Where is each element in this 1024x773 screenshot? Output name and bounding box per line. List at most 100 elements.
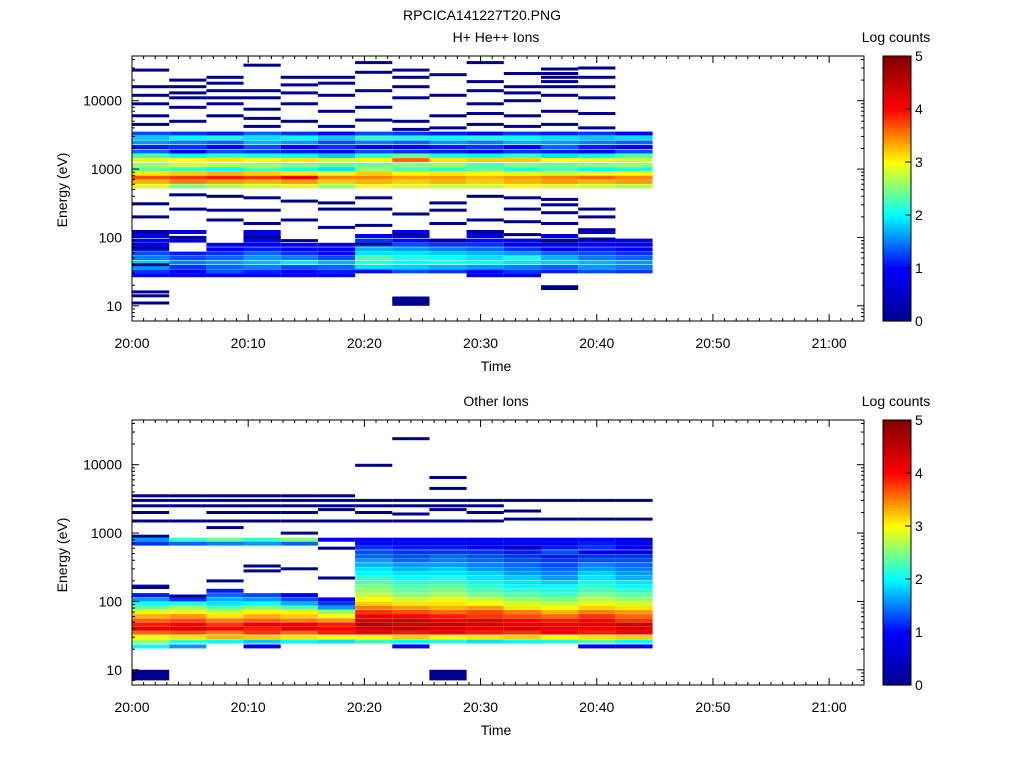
heatmap-cell [578,588,616,593]
heatmap-cell [578,576,616,580]
heatmap-cell [132,498,170,502]
colorbar-segment [883,597,911,601]
heatmap-cell [243,537,281,542]
heatmap-cell [503,593,541,598]
heatmap-cell [392,154,430,158]
colorbar-segment [883,159,911,163]
heatmap-cell [392,136,430,140]
heatmap-cell [578,145,616,149]
colorbar-segment [883,666,911,670]
heatmap-cell [615,498,653,502]
heatmap-cell [280,242,318,247]
heatmap-cell [392,567,430,572]
colorbar-segment [883,71,911,76]
heatmap-cell [392,635,430,640]
heatmap-cell [132,622,170,627]
heatmap-cell [317,93,356,97]
heatmap-cell [355,238,393,243]
heatmap-cell [429,639,467,644]
heatmap-cell [243,635,281,640]
heatmap-cell [466,558,504,563]
heatmap-cell [578,265,616,269]
heatmap-cell [280,260,318,265]
heatmap-cell [429,476,467,479]
colorbar-segment [883,486,911,490]
colorbar-segment [883,531,911,535]
heatmap-cell [429,576,467,580]
heatmap-cell [243,162,281,167]
heatmap-cell [466,260,504,265]
colorbar-segment [883,313,911,317]
heatmap-cell [429,222,467,225]
heatmap-cell [578,238,616,243]
heatmap-cell [615,550,653,555]
heatmap-cell [503,131,541,136]
colorbar-segment [883,79,911,84]
heatmap-cell [280,597,318,602]
heatmap-cell [503,114,541,118]
colorbar-segment [883,302,911,306]
heatmap-cell [317,597,356,602]
heatmap-cell [132,263,170,267]
heatmap-cell [132,541,170,546]
colorbar-segment [883,148,911,152]
heatmap-cell [280,91,318,95]
heatmap-cell [578,622,616,627]
heatmap-cell [466,605,504,610]
heatmap-cell [615,644,653,649]
x-tick-label: 20:00 [114,335,149,351]
heatmap-cell [317,175,356,180]
colorbar-segment [883,185,911,190]
heatmap-cell [615,567,653,572]
heatmap-cell [392,626,430,631]
heatmap-cell [243,564,281,568]
heatmap-cell [429,550,467,555]
colorbar-segment [883,661,911,665]
heatmap-cell [317,140,356,145]
heatmap-cell [132,597,170,602]
colorbar-segment [883,568,911,572]
heatmap-cell [429,669,467,681]
heatmap-cell [429,239,467,243]
heatmap-cell [541,167,579,172]
heatmap-cell [243,171,281,176]
heatmap-cell [132,504,170,508]
heatmap-cell [429,563,467,568]
heatmap-cell [503,196,541,200]
heatmap-cell [355,576,393,580]
heatmap-cell [132,290,170,294]
heatmap-cell [280,83,318,87]
plot-frame [131,55,865,322]
heatmap-cell [541,93,579,97]
colorbar-segment [883,222,911,227]
heatmap-cell [169,105,207,109]
heatmap-cell [466,140,504,145]
heatmap-cell [317,269,356,274]
colorbar-segment [883,446,911,450]
heatmap-cell [429,149,467,154]
heatmap-cell [355,234,393,238]
heatmap-cell [466,537,504,542]
panel-h-he-ions: H+ He++ Ions Log counts 20:00 20:10 20:20 2… [54,29,930,374]
heatmap-cell [466,234,504,238]
heatmap-cell [317,201,356,205]
colorbar-segment [883,515,911,519]
heatmap-cell [466,622,504,627]
colorbar-segment [883,549,911,554]
heatmap-cell [578,610,616,614]
colorbar-frame [882,55,912,322]
colorbar-segment [883,589,911,593]
colorbar-segment [883,494,911,498]
heatmap-cell [466,158,504,163]
heatmap-cell [243,124,281,128]
x-tick-label: 20:20 [347,699,382,715]
heatmap-cell [169,78,207,82]
heatmap-cell [392,298,430,306]
heatmap-cell [578,162,616,167]
heatmap-cells [132,437,653,681]
heatmap-cell [466,230,504,234]
heatmap-cell [466,571,504,576]
heatmap-cell [132,494,170,498]
heatmap-cell [317,154,356,158]
heatmap-cell [466,563,504,568]
